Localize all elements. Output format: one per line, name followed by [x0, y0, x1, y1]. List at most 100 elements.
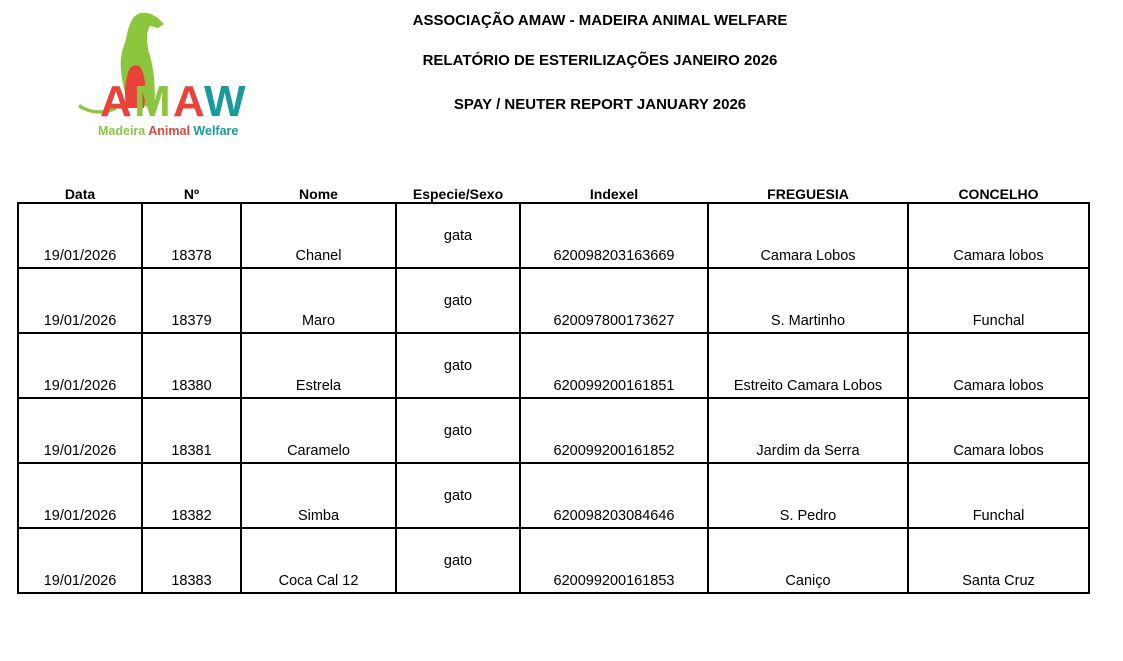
cell-concelho-text: Santa Cruz [962, 573, 1035, 589]
cell-freguesia-text: S. Pedro [779, 508, 837, 524]
cell-data-text: 19/01/2026 [43, 248, 117, 264]
cell-numero-text: 18379 [171, 313, 212, 329]
svg-text:Madeira Animal Welfare: Madeira Animal Welfare [98, 124, 238, 138]
cell-especie-sexo: gato [395, 527, 521, 594]
cell-data: 19/01/2026 [17, 462, 143, 529]
cell-numero-text: 18378 [171, 248, 212, 264]
cell-nome: Coca Cal 12 [240, 527, 397, 594]
col-header-especie-sexo: Especie/Sexo [412, 186, 504, 202]
sterilization-table: Data Nº Nome Especie/Sexo Indexel FREGUE… [17, 180, 1090, 594]
cell-data: 19/01/2026 [17, 397, 143, 464]
cell-numero: 18379 [141, 267, 242, 334]
cell-concelho-text: Camara lobos [953, 378, 1044, 394]
cell-indexel-text: 620098203163669 [553, 248, 675, 264]
col-header-numero: Nº [183, 186, 200, 202]
table-row: 19/01/2026 18379 Maro gato 620097800173627 S.… [17, 267, 1090, 334]
table-row: 19/01/2026 18382 Simba gato 620098203084646 S… [17, 462, 1090, 529]
cell-nome-text: Maro [301, 313, 336, 329]
table-row: 19/01/2026 18381 Caramelo gato 6200992001618… [17, 397, 1090, 464]
col-header-freguesia: FREGUESIA [767, 186, 849, 202]
cell-freguesia: S. Pedro [707, 462, 909, 529]
cell-indexel: 620099200161853 [519, 527, 709, 594]
cell-numero-text: 18381 [171, 443, 212, 459]
cell-indexel: 620099200161851 [519, 332, 709, 399]
cell-numero: 18380 [141, 332, 242, 399]
cell-concelho-text: Funchal [972, 313, 1025, 329]
cell-nome-text: Coca Cal 12 [278, 573, 359, 589]
cell-freguesia-text: S. Martinho [770, 313, 846, 329]
table-row: 19/01/2026 18383 Coca Cal 12 gato 6200992001… [17, 527, 1090, 594]
cell-indexel-text: 620097800173627 [553, 313, 675, 329]
cell-nome: Chanel [240, 202, 397, 269]
col-header-indexel: Indexel [589, 186, 639, 202]
col-header-data: Data [64, 186, 96, 202]
cell-data-text: 19/01/2026 [43, 573, 117, 589]
cell-concelho-text: Funchal [972, 508, 1025, 524]
cell-especie-sexo: gato [395, 267, 521, 334]
cell-data-text: 19/01/2026 [43, 508, 117, 524]
col-header-nome: Nome [299, 186, 338, 202]
cell-freguesia: Caniço [707, 527, 909, 594]
cell-freguesia-text: Camara Lobos [760, 248, 856, 264]
cell-especie-sexo-text: gato [443, 423, 473, 439]
cell-concelho: Camara lobos [907, 397, 1090, 464]
cell-freguesia: Jardim da Serra [707, 397, 909, 464]
cell-data: 19/01/2026 [17, 202, 143, 269]
cell-especie-sexo-text: gato [443, 553, 473, 569]
cell-indexel: 620097800173627 [519, 267, 709, 334]
svg-text:A: A [173, 77, 205, 126]
cell-especie-sexo-text: gato [443, 488, 473, 504]
cell-indexel: 620098203163669 [519, 202, 709, 269]
cell-indexel: 620099200161852 [519, 397, 709, 464]
cell-nome: Maro [240, 267, 397, 334]
cell-nome-text: Simba [297, 508, 340, 524]
cell-especie-sexo-text: gata [443, 228, 473, 244]
cell-concelho-text: Camara lobos [953, 248, 1044, 264]
table-header-row: Data Nº Nome Especie/Sexo Indexel FREGUE… [18, 180, 1089, 203]
cell-data: 19/01/2026 [17, 527, 143, 594]
cell-especie-sexo: gata [395, 202, 521, 269]
cell-data-text: 19/01/2026 [43, 313, 117, 329]
cell-especie-sexo-text: gato [443, 358, 473, 374]
table-row: 19/01/2026 18380 Estrela gato 62009920016185… [17, 332, 1090, 399]
cell-concelho: Camara lobos [907, 332, 1090, 399]
cell-concelho: Santa Cruz [907, 527, 1090, 594]
cell-freguesia: S. Martinho [707, 267, 909, 334]
cell-freguesia: Camara Lobos [707, 202, 909, 269]
cell-concelho: Funchal [907, 267, 1090, 334]
report-title-pt: RELATÓRIO DE ESTERILIZAÇÕES JANEIRO 2026 [422, 52, 778, 69]
cell-numero-text: 18380 [171, 378, 212, 394]
report-title-en: SPAY / NEUTER REPORT JANUARY 2026 [453, 96, 747, 113]
cell-data: 19/01/2026 [17, 332, 143, 399]
svg-text:M: M [134, 77, 171, 126]
cell-data: 19/01/2026 [17, 267, 143, 334]
cell-indexel-text: 620099200161851 [553, 378, 675, 394]
cell-freguesia-text: Estreito Camara Lobos [733, 378, 883, 394]
org-title: ASSOCIAÇÃO AMAW - MADEIRA ANIMAL WELFARE [412, 12, 788, 29]
cell-numero: 18382 [141, 462, 242, 529]
cell-concelho: Funchal [907, 462, 1090, 529]
cell-nome: Caramelo [240, 397, 397, 464]
cell-indexel-text: 620099200161853 [553, 573, 675, 589]
cell-nome: Estrela [240, 332, 397, 399]
cell-numero-text: 18383 [171, 573, 212, 589]
cell-concelho: Camara lobos [907, 202, 1090, 269]
cell-especie-sexo: gato [395, 332, 521, 399]
cell-data-text: 19/01/2026 [43, 378, 117, 394]
cell-numero: 18381 [141, 397, 242, 464]
cell-numero-text: 18382 [171, 508, 212, 524]
cell-concelho-text: Camara lobos [953, 443, 1044, 459]
cell-freguesia: Estreito Camara Lobos [707, 332, 909, 399]
cell-indexel-text: 620099200161852 [553, 443, 675, 459]
cell-freguesia-text: Caniço [785, 573, 831, 589]
svg-text:W: W [204, 77, 246, 126]
cell-indexel: 620098203084646 [519, 462, 709, 529]
amaw-logo: A M A W Madeira Animal Welfare [78, 12, 246, 138]
cell-especie-sexo: gato [395, 462, 521, 529]
cell-nome-text: Chanel [295, 248, 342, 264]
cell-nome-text: Estrela [295, 378, 342, 394]
cell-freguesia-text: Jardim da Serra [756, 443, 860, 459]
svg-text:A: A [100, 77, 132, 126]
table-row: 19/01/2026 18378 Chanel gata 620098203163669… [17, 202, 1090, 269]
cell-nome: Simba [240, 462, 397, 529]
